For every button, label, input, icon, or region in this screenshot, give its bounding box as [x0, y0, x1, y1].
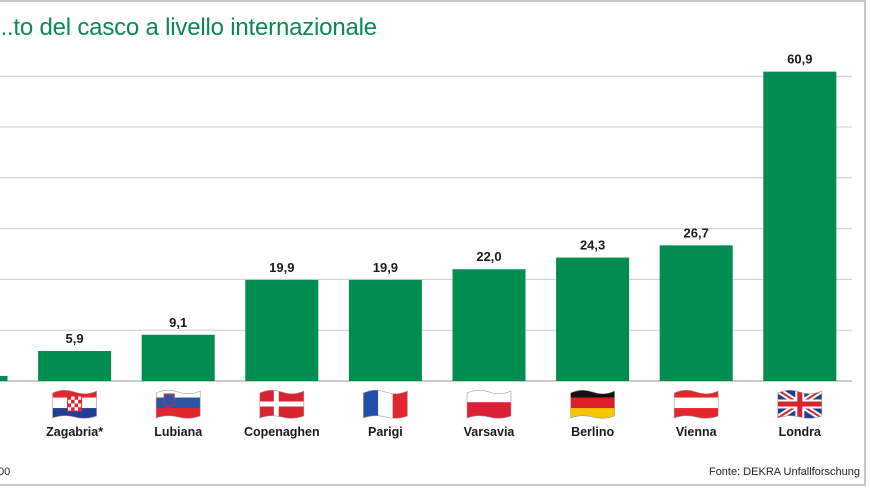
category-label: Vienna — [676, 425, 718, 439]
value-label: 19,9 — [269, 260, 294, 275]
value-label: 60,9 — [787, 52, 812, 67]
value-label: 19,9 — [373, 260, 398, 275]
bar-Vienna — [659, 245, 733, 381]
value-label: 24,3 — [580, 238, 605, 253]
category-labels: Zagabria* Lubiana Copenaghen Parigi Varsavia… — [46, 425, 822, 439]
value-label: 5,9 — [66, 331, 84, 346]
category-label: Zagabria* — [46, 425, 103, 439]
bar-partial — [0, 375, 8, 381]
category-label: Londra — [779, 425, 822, 439]
bar-Berlino — [556, 257, 630, 381]
bar-Varsavia — [452, 269, 526, 381]
bar-Londra — [763, 71, 837, 382]
germany-flag — [570, 389, 615, 419]
bar-Zagabria* — [38, 351, 112, 381]
slovenia-flag — [155, 389, 201, 419]
bar-Lubiana — [141, 334, 215, 381]
source-note: Fonte: DEKRA Unfallforschung — [708, 466, 860, 478]
uk-flag — [777, 389, 823, 419]
value-label: 22,0 — [476, 249, 501, 264]
category-label: Lubiana — [154, 425, 203, 439]
category-label: Parigi — [368, 425, 403, 439]
value-label: 9,1 — [169, 315, 187, 330]
austria-flag — [673, 389, 719, 419]
bar-Parigi — [348, 279, 422, 381]
bars — [0, 71, 837, 382]
chart-title: ...to del casco a livello internazionale — [0, 14, 377, 41]
poland-flag — [466, 389, 512, 419]
bar-Copenaghen — [245, 279, 319, 381]
category-label: Copenaghen — [244, 425, 320, 439]
footnote: 00 — [0, 466, 11, 478]
category-label: Berlino — [571, 425, 614, 439]
france-flag — [363, 389, 408, 419]
flags — [52, 389, 823, 419]
denmark-flag — [259, 389, 305, 419]
value-labels: 5,9 9,1 19,9 19,9 22,0 24,3 26,7 60,9 — [66, 52, 813, 346]
value-label: 26,7 — [684, 225, 709, 240]
category-label: Varsavia — [464, 425, 516, 439]
croatia-flag — [52, 389, 97, 419]
